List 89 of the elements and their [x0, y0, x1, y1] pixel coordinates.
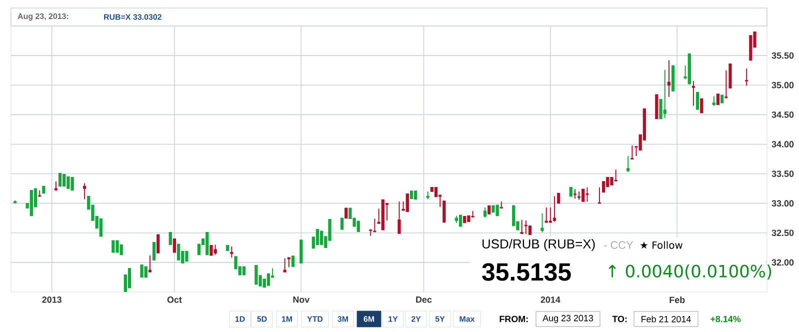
candlestick — [266, 273, 270, 286]
candlestick — [254, 265, 258, 285]
candlestick — [168, 232, 172, 246]
candlestick — [206, 232, 209, 256]
candlestick — [512, 204, 516, 226]
x-tick-label: Feb — [670, 296, 685, 304]
candlestick — [54, 180, 58, 192]
candlestick — [62, 174, 66, 187]
y-tick-label: 33.50 — [772, 170, 794, 177]
candlestick — [112, 240, 115, 253]
annotation: - CCY — [604, 241, 634, 249]
y-tick-label: 32.50 — [772, 230, 794, 236]
candlestick — [398, 201, 401, 234]
candlestick — [745, 68, 748, 86]
text: +8.14% — [710, 316, 741, 322]
candlestick — [712, 96, 716, 106]
candlestick — [406, 194, 409, 212]
candlestick — [458, 214, 462, 227]
candlestick — [66, 176, 70, 190]
candlestick — [586, 186, 589, 202]
candlestick — [557, 192, 560, 204]
annotation: ↑ 0.0040(0.0100%) — [608, 264, 772, 280]
text: Feb 21 2014 — [642, 316, 691, 322]
candlestick — [659, 98, 662, 120]
candlestick — [373, 218, 376, 233]
candlestick — [614, 169, 618, 182]
candlestick — [210, 244, 213, 256]
candlestick — [667, 60, 671, 98]
candlestick — [540, 212, 544, 233]
candlestick — [156, 234, 160, 254]
candlestick — [291, 255, 295, 268]
candlestick — [573, 188, 577, 200]
text: FROM: — [500, 316, 528, 322]
candlestick — [70, 176, 74, 191]
candlestick — [230, 246, 234, 258]
x-tick-label: Oct — [167, 296, 182, 303]
candlestick — [496, 204, 499, 216]
candlestick — [716, 94, 720, 105]
candlestick — [442, 200, 446, 223]
candlestick — [552, 196, 556, 222]
candlestick — [520, 219, 524, 235]
candlestick — [185, 250, 188, 262]
candlestick — [696, 92, 700, 110]
candlestick — [663, 69, 666, 119]
x-tick-label: Nov — [293, 296, 310, 303]
y-tick-label: 35.50 — [772, 52, 794, 59]
y-tick-label: 33.00 — [772, 200, 794, 207]
candlestick — [176, 244, 180, 261]
candlestick — [582, 188, 585, 202]
y-tick-label: 35.00 — [772, 82, 794, 88]
text: TO: — [612, 316, 627, 322]
candlestick — [120, 244, 123, 256]
text: Aug 23 2013 — [542, 314, 594, 324]
candlestick — [99, 218, 102, 237]
candlestick — [548, 206, 552, 224]
candlestick — [144, 266, 148, 278]
candlestick — [344, 208, 348, 219]
candlestick — [283, 258, 286, 273]
candlestick — [116, 240, 119, 253]
x-tick-label: 2013 — [42, 296, 62, 303]
annotation: USD/RUB (RUB=X) — [482, 238, 595, 252]
candlestick — [316, 228, 320, 246]
candlestick — [152, 242, 156, 261]
candlestick — [140, 264, 144, 278]
candlestick — [626, 156, 630, 172]
candlestick — [724, 70, 728, 100]
y-tick-label: 34.50 — [772, 111, 794, 118]
y-tick-label: 34.00 — [772, 141, 794, 148]
candlestick — [602, 181, 606, 192]
y-tick-label: 32.00 — [772, 259, 794, 266]
candlestick — [300, 240, 303, 264]
candlestick — [700, 98, 704, 114]
x-tick-label: 2014 — [540, 296, 560, 303]
candlestick — [172, 238, 176, 253]
candlestick — [128, 268, 132, 288]
candlestick — [82, 182, 86, 200]
x-tick-label: Dec — [416, 296, 432, 303]
candlestick — [58, 172, 62, 187]
candlestick — [544, 206, 548, 224]
candlestick — [356, 220, 360, 232]
candlestick — [692, 80, 696, 106]
candlestick — [320, 230, 324, 246]
candlestick — [483, 206, 487, 218]
candlestick — [630, 144, 634, 160]
annotation: ★ Follow — [640, 241, 682, 249]
annotation: 35.5135 — [482, 263, 571, 281]
candlestick — [214, 244, 217, 256]
candlestick — [434, 187, 438, 198]
candlestick — [340, 218, 344, 230]
